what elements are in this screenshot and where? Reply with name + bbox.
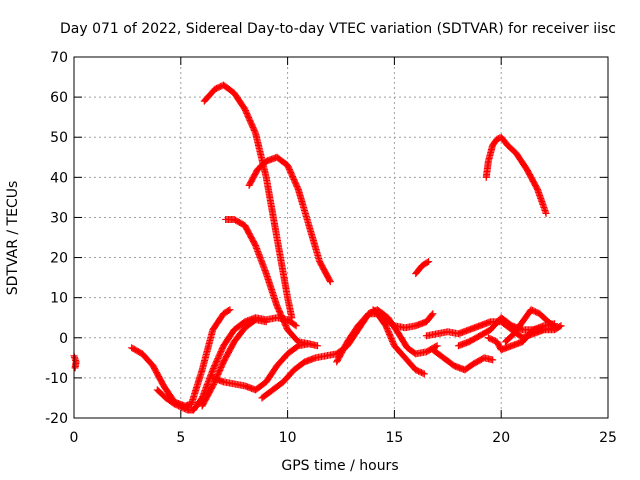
- data-point: [429, 310, 437, 318]
- y-tick-label: 10: [50, 291, 68, 307]
- y-tick-label: 20: [50, 251, 68, 267]
- series-arc-18: [70, 352, 80, 372]
- data-point: [489, 356, 497, 364]
- x-tick-label: 0: [70, 430, 79, 446]
- data-point: [419, 369, 427, 377]
- x-tick-label: 25: [599, 430, 617, 446]
- x-tick-label: 5: [176, 430, 185, 446]
- series-arc-17: [482, 133, 550, 217]
- data-point: [326, 278, 334, 286]
- data-point: [291, 321, 299, 329]
- data-point: [292, 322, 300, 330]
- x-tick-label: 10: [279, 430, 297, 446]
- axis-ticks: -20 -10 0 10 20 30 40 50 60 70 0 5 10 15 20 25: [45, 50, 617, 446]
- data-point: [433, 342, 441, 350]
- series-arc-3: [222, 215, 313, 348]
- y-tick-label: -10: [45, 371, 68, 387]
- data-point: [428, 311, 436, 319]
- y-tick-label: 0: [59, 331, 68, 347]
- data-point: [423, 258, 431, 266]
- y-tick-label: 30: [50, 210, 68, 226]
- y-tick-label: 70: [50, 50, 68, 66]
- x-tick-label: 15: [385, 430, 403, 446]
- data-point: [326, 276, 334, 284]
- data-point: [262, 318, 270, 326]
- data-point: [225, 307, 233, 315]
- y-tick-label: 50: [50, 130, 68, 146]
- series-arc-12: [429, 346, 497, 374]
- y-tick-label: 60: [50, 90, 68, 106]
- x-axis-label: GPS time / hours: [281, 458, 398, 474]
- y-tick-label: -20: [45, 411, 68, 427]
- data-point: [71, 364, 79, 372]
- chart-title: Day 071 of 2022, Sidereal Day-to-day VTE…: [60, 21, 616, 37]
- y-tick-label: 40: [50, 170, 68, 186]
- data-point: [542, 209, 550, 217]
- series-arc-10: [369, 306, 437, 332]
- data-point: [226, 306, 234, 314]
- series-arc-1: [200, 81, 296, 322]
- data-point: [553, 324, 561, 332]
- data-point: [314, 342, 322, 350]
- series-arc-7: [209, 340, 322, 394]
- plot-border: [73, 56, 609, 419]
- x-tick-label: 20: [492, 430, 510, 446]
- series-arc-16: [501, 306, 561, 346]
- series-arc-9: [333, 310, 428, 378]
- data-markers: [70, 81, 565, 414]
- series-arc-4: [128, 306, 234, 410]
- data-point: [552, 323, 560, 331]
- y-axis-label: SDTVAR / TECUs: [5, 181, 21, 296]
- data-point: [251, 128, 259, 136]
- data-point: [425, 258, 433, 266]
- data-point: [420, 370, 428, 378]
- series-arc-11: [412, 258, 433, 278]
- series-arc-2: [245, 153, 334, 286]
- data-point: [557, 322, 565, 330]
